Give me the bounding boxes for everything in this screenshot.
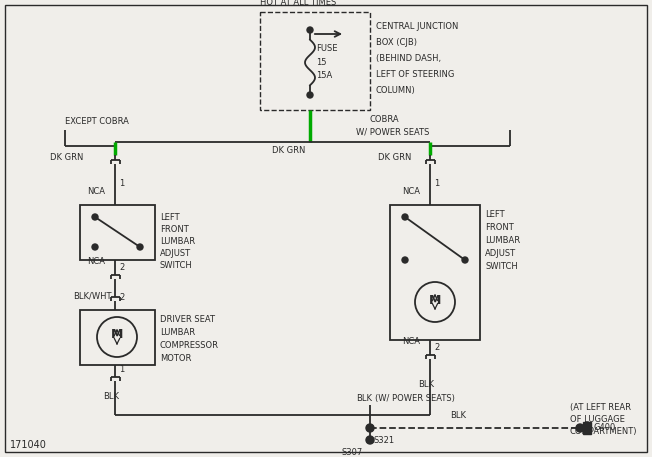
Text: FRONT: FRONT bbox=[160, 225, 188, 234]
Text: COBRA: COBRA bbox=[370, 116, 400, 124]
Circle shape bbox=[92, 214, 98, 220]
Text: EXCEPT COBRA: EXCEPT COBRA bbox=[65, 117, 129, 127]
Text: LEFT: LEFT bbox=[160, 213, 179, 222]
Text: W/ POWER SEATS: W/ POWER SEATS bbox=[356, 128, 430, 137]
Text: OF LUGGAGE: OF LUGGAGE bbox=[570, 415, 625, 424]
Text: NCA: NCA bbox=[87, 186, 105, 196]
Text: S307: S307 bbox=[342, 448, 363, 457]
Text: HOT AT ALL TIMES: HOT AT ALL TIMES bbox=[260, 0, 336, 7]
Text: LEFT OF STEERING: LEFT OF STEERING bbox=[376, 70, 454, 79]
Text: BLK: BLK bbox=[418, 380, 434, 389]
Circle shape bbox=[137, 244, 143, 250]
Text: NCA: NCA bbox=[402, 338, 420, 346]
Text: SWITCH: SWITCH bbox=[485, 262, 518, 271]
Text: DK GRN: DK GRN bbox=[378, 153, 411, 161]
Text: ADJUST: ADJUST bbox=[160, 249, 191, 258]
Text: DK GRN: DK GRN bbox=[50, 153, 83, 161]
Circle shape bbox=[92, 244, 98, 250]
Text: LUMBAR: LUMBAR bbox=[485, 236, 520, 245]
Text: 15A: 15A bbox=[316, 71, 333, 80]
Text: NCA: NCA bbox=[402, 186, 420, 196]
Bar bbox=[80, 205, 155, 260]
Text: 171040: 171040 bbox=[10, 440, 47, 450]
Circle shape bbox=[366, 436, 374, 444]
Text: G400: G400 bbox=[594, 424, 616, 432]
Circle shape bbox=[402, 214, 408, 220]
Text: (BEHIND DASH,: (BEHIND DASH, bbox=[376, 54, 441, 63]
Text: 2: 2 bbox=[119, 264, 125, 272]
Text: 1: 1 bbox=[119, 179, 125, 187]
Text: BLK: BLK bbox=[356, 394, 372, 403]
Text: COMPARTMENT): COMPARTMENT) bbox=[570, 427, 638, 436]
Text: NCA: NCA bbox=[87, 257, 105, 266]
Text: (AT LEFT REAR: (AT LEFT REAR bbox=[570, 403, 631, 412]
Bar bbox=[80, 310, 155, 365]
Text: COMPRESSOR: COMPRESSOR bbox=[160, 341, 219, 350]
Text: BLK: BLK bbox=[450, 411, 466, 420]
Text: S321: S321 bbox=[374, 436, 395, 445]
Text: M: M bbox=[111, 329, 123, 341]
Text: BLK: BLK bbox=[103, 392, 119, 401]
Text: BLK/WHT: BLK/WHT bbox=[73, 292, 111, 301]
Text: FRONT: FRONT bbox=[485, 223, 514, 232]
Circle shape bbox=[576, 424, 584, 432]
Circle shape bbox=[462, 257, 468, 263]
Bar bbox=[390, 205, 480, 340]
Text: (W/ POWER SEATS): (W/ POWER SEATS) bbox=[375, 394, 455, 403]
Text: 15: 15 bbox=[316, 58, 327, 67]
Text: 1: 1 bbox=[119, 366, 125, 374]
Bar bbox=[583, 422, 591, 434]
Text: MOTOR: MOTOR bbox=[160, 354, 192, 363]
Text: 2: 2 bbox=[434, 344, 439, 352]
Circle shape bbox=[307, 27, 313, 33]
Text: SWITCH: SWITCH bbox=[160, 261, 193, 270]
Text: COLUMN): COLUMN) bbox=[376, 86, 416, 95]
Text: BOX (CJB): BOX (CJB) bbox=[376, 38, 417, 47]
Circle shape bbox=[402, 257, 408, 263]
Text: 1: 1 bbox=[434, 179, 439, 187]
Text: FUSE: FUSE bbox=[316, 44, 338, 53]
Text: 2: 2 bbox=[119, 293, 125, 303]
Text: LUMBAR: LUMBAR bbox=[160, 328, 195, 337]
Text: LEFT: LEFT bbox=[485, 210, 505, 219]
Text: CENTRAL JUNCTION: CENTRAL JUNCTION bbox=[376, 22, 458, 31]
Bar bbox=[260, 12, 370, 110]
Circle shape bbox=[366, 424, 374, 432]
Text: LUMBAR: LUMBAR bbox=[160, 237, 195, 246]
Text: ADJUST: ADJUST bbox=[485, 249, 516, 258]
Text: DK GRN: DK GRN bbox=[272, 146, 305, 155]
Text: M: M bbox=[429, 293, 441, 307]
Circle shape bbox=[307, 92, 313, 98]
Text: DRIVER SEAT: DRIVER SEAT bbox=[160, 315, 215, 324]
